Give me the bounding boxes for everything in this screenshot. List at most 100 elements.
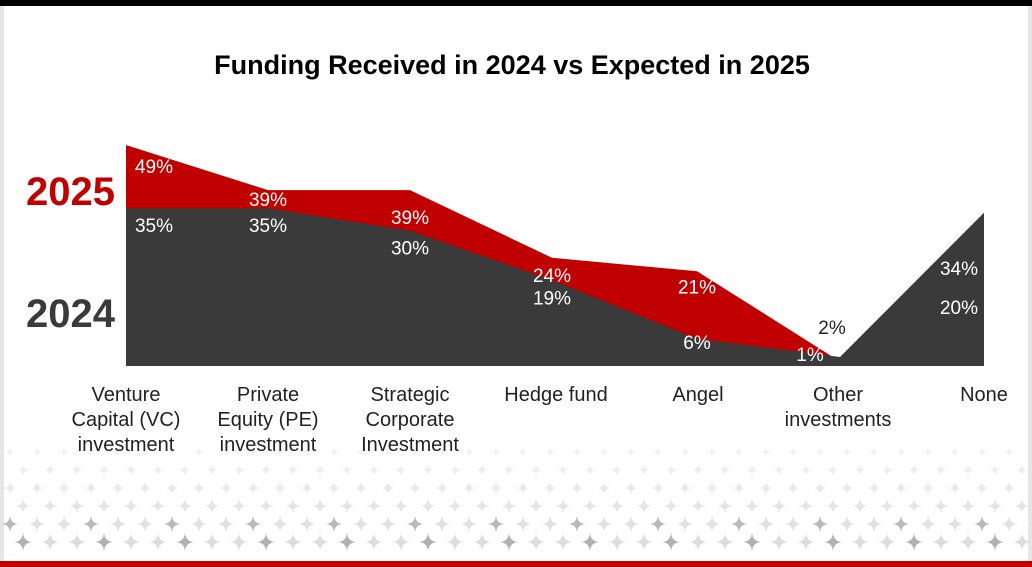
value-label-2025: 20% [940,298,978,319]
pattern-star [662,497,680,515]
pattern-star [525,531,547,553]
pattern-star [1026,522,1032,526]
pattern-star [596,480,612,496]
pattern-star [999,514,1019,534]
pattern-star [934,463,948,477]
pattern-star [961,463,975,477]
pattern-star [382,446,394,458]
pattern-star [706,446,718,458]
pattern-star [552,531,574,553]
pattern-star [945,514,965,534]
pattern-star [392,497,410,515]
pattern-star [54,514,74,534]
pattern-star [164,480,180,496]
pattern-star [660,531,682,553]
pattern-star [135,514,155,534]
category-label: Other investments [785,384,892,431]
category-label: Strategic Corporate Investment [361,384,459,456]
pattern-star [193,446,205,458]
category-labels: Venture Capital (VC) investment Private Equi… [72,384,1008,456]
pattern-star [12,531,34,553]
pattern-star [56,480,72,496]
pattern-star [785,480,801,496]
pattern-star [110,480,126,496]
pattern-star [461,480,477,496]
pattern-star [1030,451,1032,453]
pattern-star [957,531,979,553]
pattern-star [608,497,626,515]
pattern-star [2,480,18,496]
legend-2024: 2024 [26,292,115,336]
pattern-star [43,463,57,477]
pattern-star [448,463,462,477]
pattern-star [220,446,232,458]
pattern-star [783,514,803,534]
pattern-star [162,514,182,534]
pattern-star [189,514,209,534]
pattern-star [122,497,140,515]
pattern-star [895,446,907,458]
pattern-star [702,514,722,534]
pattern-star [166,446,178,458]
pattern-star [336,531,358,553]
pattern-star [540,514,560,534]
pattern-star [571,446,583,458]
pattern-star [704,480,720,496]
pattern-star [610,463,624,477]
pattern-star [363,531,385,553]
pattern-star [949,446,961,458]
pattern-star [675,514,695,534]
category-label: Private Equity (PE) investment [217,384,318,456]
pattern-star [986,497,1004,515]
pattern-star [1015,463,1029,477]
pattern-star [324,514,344,534]
pattern-star [743,497,761,515]
pattern-star [178,463,192,477]
pattern-star [390,531,412,553]
pattern-star [984,531,1006,553]
pattern-star [58,446,70,458]
pattern-star [866,480,882,496]
pattern-star [444,531,466,553]
pattern-star [760,446,772,458]
pattern-star [687,531,709,553]
pattern-star [405,514,425,534]
pattern-star [4,446,16,458]
pattern-star [351,514,371,534]
pattern-star [498,531,520,553]
pattern-star [446,497,464,515]
pattern-star [598,446,610,458]
pattern-star [851,497,869,515]
pattern-star [311,497,329,515]
pattern-star [976,446,988,458]
pattern-star [216,514,236,534]
value-label-2025: 24% [533,266,571,287]
pattern-star [41,497,59,515]
pattern-star [623,480,639,496]
pattern-star [905,497,923,515]
pattern-star [340,463,354,477]
pattern-star [243,514,263,534]
pattern-star [621,514,641,534]
pattern-star [124,463,138,477]
pattern-star [880,463,894,477]
pattern-star [1001,480,1017,496]
pattern-star [272,480,288,496]
pattern-star [947,480,963,496]
pattern-star [529,463,543,477]
pattern-star [768,531,790,553]
pattern-star [309,531,331,553]
category-label: Venture Capital (VC) investment [72,384,181,456]
pattern-star [868,446,880,458]
pattern-star [569,480,585,496]
category-label: Angel [672,384,723,406]
pattern-star [39,531,61,553]
pattern-star [814,446,826,458]
value-label-2024: 34% [940,259,978,280]
pattern-star [1003,446,1015,458]
pattern-star [29,480,45,496]
category-label: None [960,384,1008,406]
pattern-star [652,446,664,458]
pattern-star [257,497,275,515]
pattern-star [85,446,97,458]
